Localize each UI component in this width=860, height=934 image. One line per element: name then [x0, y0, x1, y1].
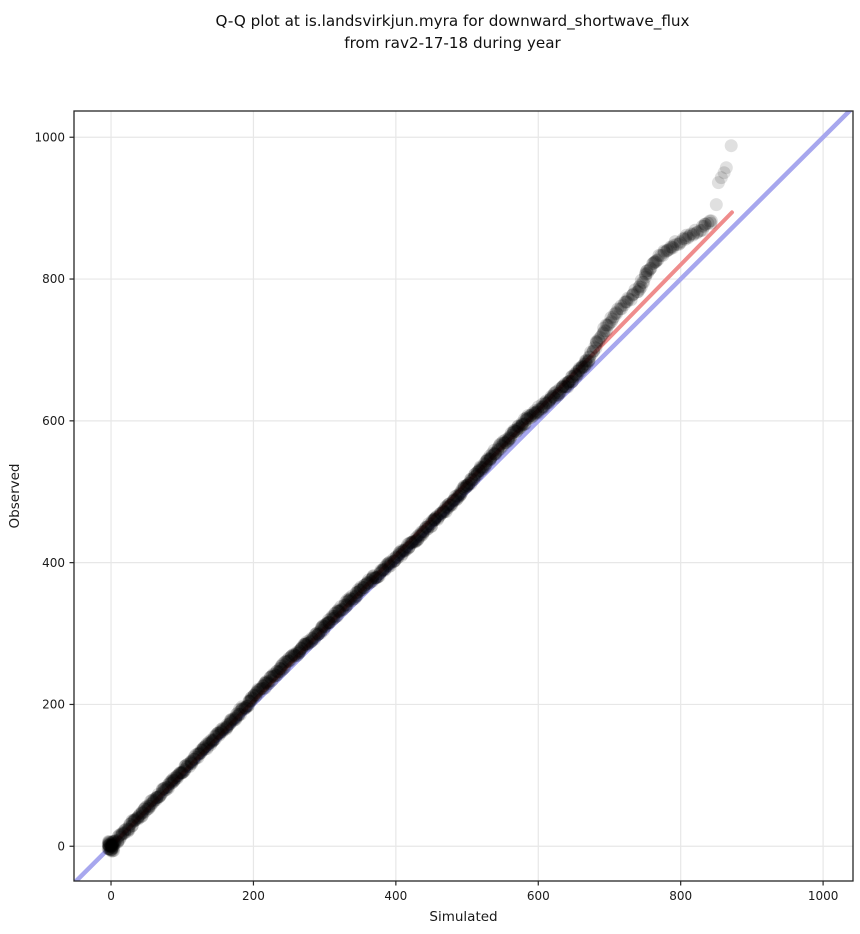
y-tick-label: 200	[42, 698, 65, 712]
chart-title-line-1: Q-Q plot at is.landsvirkjun.myra for dow…	[215, 12, 690, 30]
x-axis-label: Simulated	[429, 909, 497, 925]
y-axis-label: Observed	[7, 464, 23, 529]
x-tick-label: 800	[669, 889, 692, 903]
y-tick-label: 400	[42, 556, 65, 570]
x-tick-label: 200	[242, 889, 265, 903]
x-tick-label: 0	[107, 889, 115, 903]
plot-spines	[73, 110, 854, 882]
x-tick-label: 600	[527, 889, 550, 903]
chart-title-line-2: from rav2-17-18 during year	[344, 34, 561, 52]
tick-labels: 0 200 400 600 800 1000 0 200 400 600 800 1000	[34, 130, 838, 903]
y-tick-label: 0	[57, 839, 65, 853]
y-tick-label: 1000	[34, 130, 65, 144]
axis-ticks	[69, 136, 824, 886]
scatter-points	[104, 214, 718, 853]
x-tick-label: 400	[384, 889, 407, 903]
y-tick-label: 800	[42, 272, 65, 286]
y-tick-label: 600	[42, 414, 65, 428]
origin-cluster	[101, 835, 121, 858]
chart-title: Q-Q plot at is.landsvirkjun.myra for dow…	[45, 10, 860, 54]
fit-line	[109, 210, 734, 849]
grid	[74, 111, 853, 881]
outlier-points	[709, 139, 738, 212]
x-tick-label: 1000	[808, 889, 839, 903]
